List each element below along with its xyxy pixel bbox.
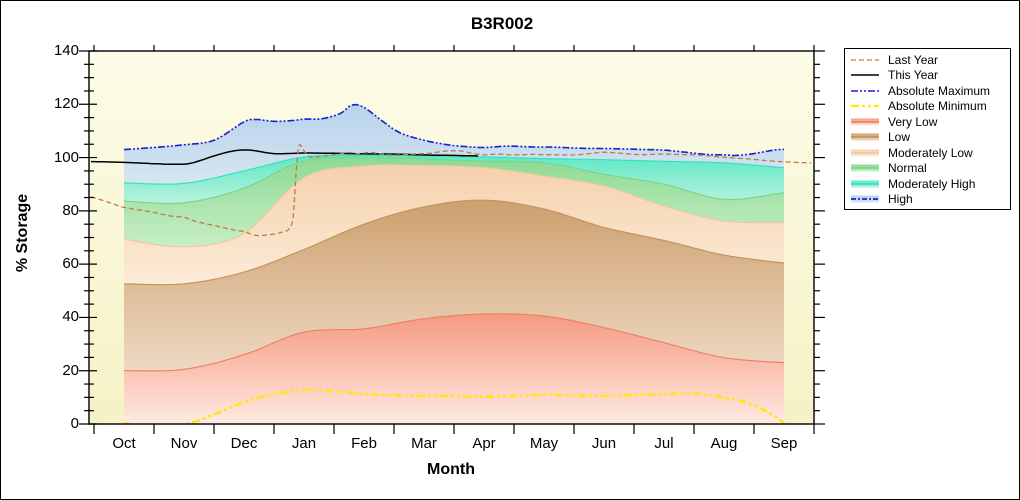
legend-item-moderately-low: Moderately Low bbox=[850, 145, 1010, 161]
legend-fill-swatch bbox=[851, 164, 879, 172]
legend-item-last-year: Last Year bbox=[850, 52, 1010, 68]
x-tick-label-jan: Jan bbox=[291, 435, 317, 452]
legend-fill-swatch bbox=[851, 195, 879, 203]
band-moderately-high bbox=[124, 155, 784, 204]
legend-label: Normal bbox=[888, 161, 927, 176]
legend-line-swatch bbox=[851, 89, 879, 92]
legend-label: Moderately High bbox=[888, 176, 976, 191]
legend-label: Low bbox=[888, 130, 911, 145]
y-tick-label: 140 bbox=[53, 42, 79, 59]
x-tick-label-dec: Dec bbox=[230, 435, 258, 452]
band-edge-normal bbox=[123, 156, 785, 205]
legend-label: Absolute Maximum bbox=[888, 83, 991, 98]
legend-item-low: Low bbox=[850, 130, 1010, 146]
x-tick-label-sep: Sep bbox=[770, 435, 798, 452]
band-edge-low bbox=[124, 199, 785, 286]
legend-label: Last Year bbox=[888, 52, 939, 67]
y-tick-label: 120 bbox=[53, 95, 79, 113]
legend-fill-swatch bbox=[851, 133, 879, 141]
band-high bbox=[124, 104, 784, 185]
y-tick-label: 60 bbox=[62, 255, 79, 273]
legend-fill-swatch bbox=[851, 180, 879, 188]
band-low bbox=[124, 200, 784, 371]
line-last-year bbox=[90, 144, 812, 237]
line-absolute-maximum bbox=[123, 103, 785, 157]
legend-item-absolute-maximum: Absolute Maximum bbox=[850, 83, 1010, 99]
legend-item-high: High bbox=[850, 192, 1010, 208]
y-tick-label: 100 bbox=[53, 148, 79, 166]
legend-fill-swatch bbox=[851, 118, 879, 126]
legend-line-swatch bbox=[851, 104, 879, 108]
band-normal bbox=[124, 157, 784, 247]
legend-item-moderately-high: Moderately High bbox=[850, 176, 1010, 192]
x-tick-label-mar: Mar bbox=[411, 435, 437, 452]
legend-label: Very Low bbox=[888, 114, 938, 129]
band-edge-very-low bbox=[124, 313, 785, 372]
x-tick-label-oct: Oct bbox=[112, 435, 136, 452]
y-tick-label: 80 bbox=[62, 201, 79, 219]
band-edge-moderately-low bbox=[123, 164, 785, 248]
line-absolute-minimum bbox=[123, 388, 785, 424]
legend-label: Moderately Low bbox=[888, 145, 973, 160]
x-tick-label-jun: Jun bbox=[591, 435, 617, 452]
legend-item-normal: Normal bbox=[850, 161, 1010, 177]
legend-label: Absolute Minimum bbox=[888, 99, 987, 114]
x-tick-label-may: May bbox=[529, 435, 559, 452]
y-axis-title: % Storage bbox=[14, 193, 31, 273]
band-edge-moderately-high bbox=[123, 154, 785, 185]
legend-label: This Year bbox=[888, 68, 939, 83]
legend-item-absolute-minimum: Absolute Minimum bbox=[850, 99, 1010, 115]
legend-item-very-low: Very Low bbox=[850, 114, 1010, 130]
legend-line-swatch bbox=[851, 74, 879, 76]
legend-label: High bbox=[888, 192, 913, 207]
y-tick-label: 0 bbox=[70, 415, 79, 432]
x-axis-title: Month bbox=[427, 461, 475, 478]
x-tick-label-apr: Apr bbox=[472, 435, 496, 452]
x-tick-label-feb: Feb bbox=[351, 435, 377, 452]
legend-item-this-year: This Year bbox=[850, 68, 1010, 84]
legend-line-swatch bbox=[851, 59, 879, 61]
band-moderately-low bbox=[124, 165, 784, 285]
line-this-year bbox=[91, 149, 479, 166]
x-tick-label-aug: Aug bbox=[710, 435, 738, 452]
y-tick-label: 40 bbox=[62, 308, 79, 326]
x-tick-label-nov: Nov bbox=[170, 435, 198, 452]
x-tick-label-jul: Jul bbox=[654, 435, 674, 452]
legend: Last Year This Year Absolute Maximum Absolu… bbox=[844, 48, 1011, 210]
chart-title: B3R002 bbox=[470, 14, 534, 33]
legend-fill-swatch bbox=[851, 149, 879, 157]
legend-rows: Last Year This Year Absolute Maximum Absolu… bbox=[850, 52, 1010, 207]
y-tick-label: 20 bbox=[62, 361, 79, 379]
